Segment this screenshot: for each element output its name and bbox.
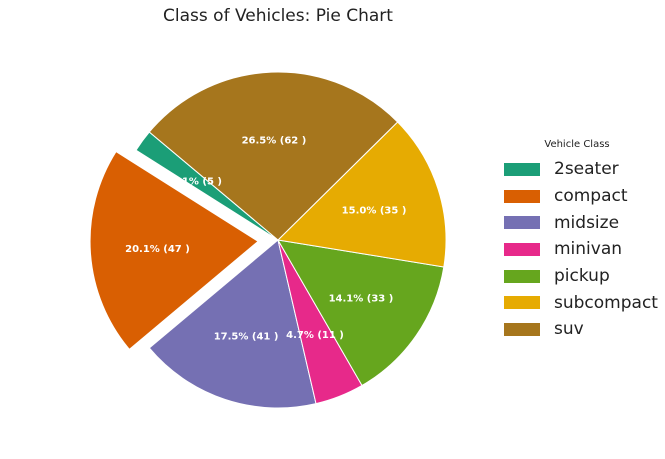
slice-label-2seater: 2.1% (5 ) — [171, 177, 222, 188]
legend-swatch-midsize — [504, 216, 540, 230]
pie-slice-suv — [148, 71, 399, 241]
legend-label-pickup: pickup — [554, 266, 610, 287]
slice-label-pickup: 14.1% (33 ) — [329, 293, 394, 304]
legend-swatch-2seater — [504, 162, 540, 176]
legend-item-suv: suv — [504, 316, 658, 343]
legend-label-2seater: 2seater — [554, 159, 619, 180]
slice-label-suv: 26.5% (62 ) — [242, 135, 307, 146]
legend-swatch-subcompact — [504, 296, 540, 310]
legend-item-midsize: midsize — [504, 209, 658, 236]
pie-slice-pickup — [277, 239, 445, 387]
pie-slice-compact — [89, 150, 259, 351]
legend-label-minivan: minivan — [554, 239, 623, 260]
slice-label-minivan: 4.7% (11 ) — [286, 330, 344, 341]
legend-item-2seater: 2seater — [504, 156, 658, 183]
legend-swatch-suv — [504, 322, 540, 336]
legend-item-pickup: pickup — [504, 263, 658, 290]
legend-swatch-pickup — [504, 269, 540, 283]
legend-item-subcompact: subcompact — [504, 289, 658, 316]
legend-label-subcompact: subcompact — [554, 292, 658, 313]
legend-title: Vehicle Class — [544, 139, 610, 150]
pie-slice-midsize — [148, 239, 317, 409]
slice-label-subcompact: 15.0% (35 ) — [342, 205, 407, 216]
legend-item-minivan: minivan — [504, 236, 658, 263]
legend-swatch-compact — [504, 189, 540, 203]
slice-label-compact: 20.1% (47 ) — [125, 244, 190, 255]
legend: Vehicle Class 2seater compact midsize miniv… — [504, 139, 658, 343]
legend-swatch-minivan — [504, 242, 540, 256]
legend-label-compact: compact — [554, 186, 628, 207]
chart-title: Class of Vehicles: Pie Chart — [163, 6, 393, 26]
legend-label-suv: suv — [554, 319, 584, 340]
pie-slice-subcompact — [276, 121, 447, 268]
slice-label-midsize: 17.5% (41 ) — [214, 332, 279, 343]
legend-label-midsize: midsize — [554, 212, 620, 233]
legend-item-compact: compact — [504, 183, 658, 210]
